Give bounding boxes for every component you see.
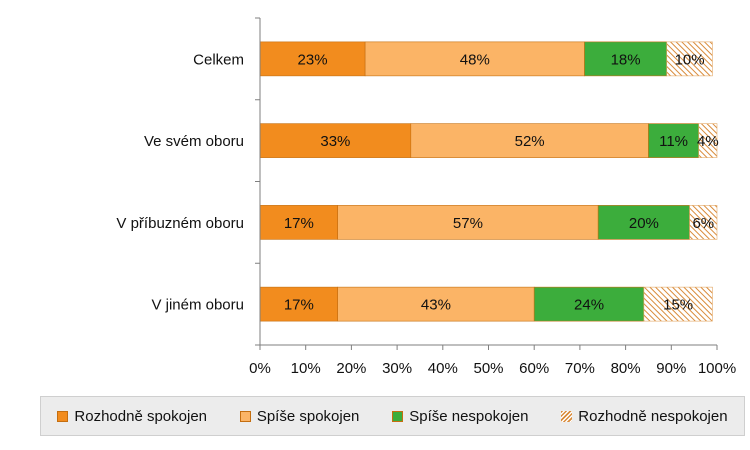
category-label-2: Ve svém oboru [144, 133, 244, 150]
data-label-2-3: 11% [659, 133, 688, 150]
data-label-3-2: 57% [453, 215, 483, 232]
bar-segment-3-3 [597, 205, 690, 240]
bar-segment-3-4 [689, 205, 718, 240]
legend-label-2: Spíše spokojen [256, 407, 360, 425]
category-label-3: V příbuzném oboru [116, 215, 244, 232]
x-tick-label-4: 40% [428, 360, 458, 377]
x-tick-label-1: 10% [291, 360, 321, 377]
bar-segment-3-2 [337, 205, 599, 240]
x-tick-label-6: 60% [519, 360, 549, 377]
legend-item-4: Rozhodně nespokojen [561, 407, 728, 425]
bar-segment-2-3 [648, 123, 700, 158]
x-tick-label-7: 70% [565, 360, 595, 377]
bar-segment-4-4 [643, 286, 713, 322]
bar-segment-1-4 [666, 41, 713, 77]
legend-label-1: Rozhodně spokojen [74, 407, 208, 425]
data-label-4-1: 17% [284, 297, 314, 314]
bar-segment-2-2 [410, 123, 649, 158]
data-label-4-4: 15% [663, 297, 693, 314]
legend-item-2: Spíše spokojen [239, 407, 360, 425]
category-label-4: V jiném oboru [151, 297, 244, 314]
bar-segment-2-1 [259, 123, 412, 158]
x-tick-label-10: 100% [698, 360, 736, 377]
bar-segment-2-4 [698, 123, 718, 158]
x-tick-label-8: 80% [611, 360, 641, 377]
data-label-1-2: 48% [460, 51, 490, 68]
x-tick-label-2: 20% [336, 360, 366, 377]
legend-swatch-3 [392, 410, 404, 422]
data-label-3-1: 17% [284, 215, 314, 232]
bar-segment-4-1 [259, 286, 338, 322]
legend-label-4: Rozhodně nespokojen [578, 407, 728, 425]
bar-segment-1-1 [259, 41, 366, 77]
x-tick-label-3: 30% [382, 360, 412, 377]
data-label-2-2: 52% [515, 133, 545, 150]
data-label-4-3: 24% [574, 297, 604, 314]
bar-segment-1-2 [364, 41, 585, 77]
data-label-4-2: 43% [421, 297, 451, 314]
data-label-1-3: 18% [611, 51, 641, 68]
bar-chart: 23% 48% 18% 10% 33% 52% 11% 4% 17% 57% 20% 6% 17% 43%… [116, 17, 736, 377]
legend-item-3: Spíše nespokojen [392, 408, 528, 425]
bar-segment-4-2 [337, 286, 535, 322]
legend-swatch-4 [561, 410, 573, 422]
legend-swatch-2 [239, 410, 251, 422]
legend-swatch-1 [57, 410, 69, 422]
bar-segment-4-3 [533, 286, 645, 322]
data-label-2-1: 33% [320, 133, 350, 150]
bar-segment-1-3 [584, 41, 668, 77]
x-tick-label-5: 50% [473, 360, 503, 377]
data-label-3-3: 20% [629, 215, 659, 232]
legend-item-1: Rozhodně spokojen [57, 408, 207, 425]
data-label-1-4: 10% [675, 51, 705, 68]
legend-label-3: Spíše nespokojen [409, 407, 529, 425]
category-label-1: Celkem [193, 51, 244, 68]
data-label-2-4: 4% [697, 133, 719, 150]
x-tick-label-0: 0% [249, 360, 271, 377]
data-label-1-1: 23% [298, 51, 328, 68]
data-label-3-4: 6% [692, 215, 714, 232]
x-tick-label-9: 90% [656, 360, 686, 377]
legend: Rozhodně spokojen Spíše spokojen Spíše nes… [40, 396, 745, 436]
